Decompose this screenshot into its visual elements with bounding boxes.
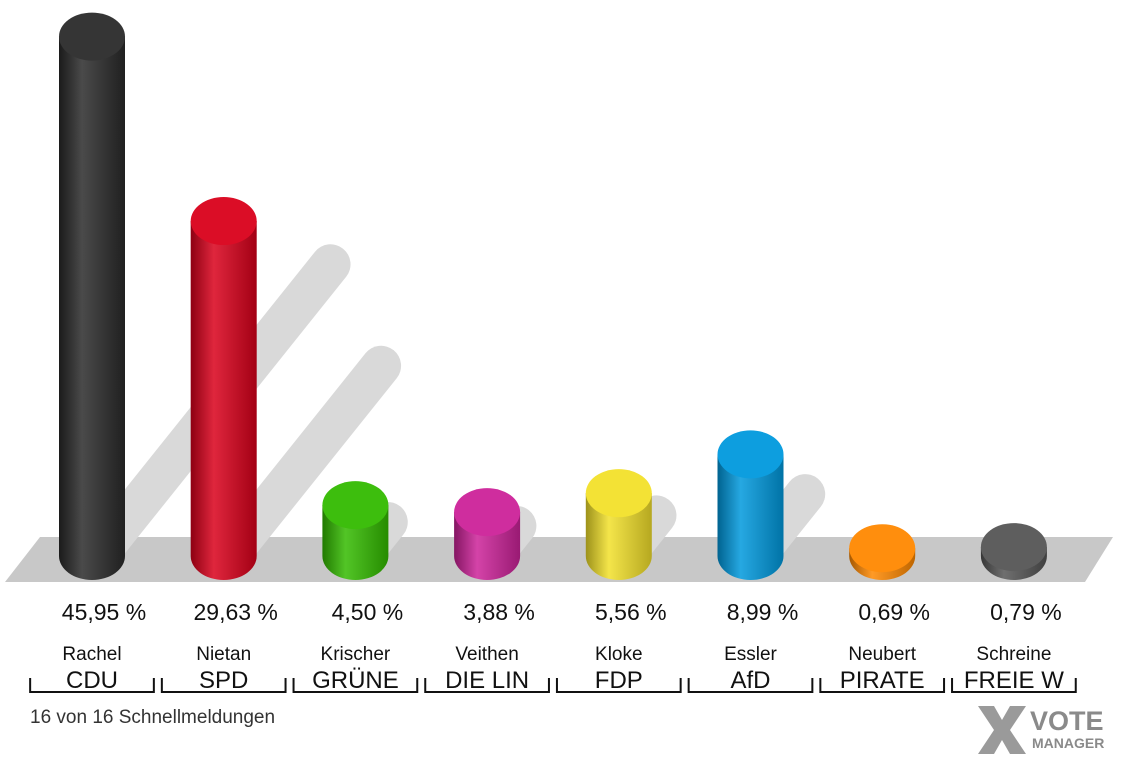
- candidate-label: Neubert: [848, 644, 916, 665]
- value-label: 5,56 %: [595, 599, 667, 625]
- vote-manager-logo: VOTE MANAGER: [978, 706, 1104, 754]
- bar-top: [59, 12, 125, 61]
- party-bracket: [555, 678, 682, 693]
- party-bracket: [951, 678, 1077, 693]
- value-label: 29,63 %: [193, 599, 277, 625]
- value-label: 8,99 %: [727, 599, 799, 625]
- bar-cdu: [59, 36, 125, 581]
- party-label: CDU: [66, 667, 118, 694]
- candidate-label: Nietan: [196, 644, 251, 665]
- logo-line1: VOTE: [1030, 706, 1104, 736]
- candidate-label: Schreine: [976, 644, 1051, 665]
- value-label: 45,95 %: [62, 599, 146, 625]
- bar-top: [190, 197, 257, 246]
- bar-shadow: [213, 345, 402, 570]
- bar-afd: [717, 454, 784, 580]
- party-bracket: [424, 678, 550, 693]
- value-label: 3,88 %: [463, 599, 535, 625]
- party-bracket: [160, 678, 287, 693]
- party-bracket: [819, 678, 946, 693]
- candidate-label: Krischer: [321, 644, 391, 665]
- party-bracket: [687, 678, 814, 693]
- bar-top: [849, 524, 916, 573]
- logo-x-mark: [978, 706, 1026, 754]
- candidate-label: Kloke: [595, 644, 643, 665]
- bar-top: [454, 488, 521, 537]
- party-bracket: [292, 678, 419, 693]
- value-label: 4,50 %: [332, 599, 404, 625]
- party-label: DIE LIN: [445, 667, 529, 694]
- bar-top: [585, 469, 652, 518]
- status-text: 16 von 16 Schnellmeldungen: [30, 707, 276, 728]
- party-label: SPD: [199, 667, 248, 694]
- bar-top: [980, 523, 1047, 572]
- logo-line2: MANAGER: [1032, 735, 1104, 751]
- value-label: 0,79 %: [990, 599, 1062, 625]
- value-label: 0,69 %: [858, 599, 930, 625]
- candidate-label: Veithen: [455, 644, 518, 665]
- party-label: AfD: [730, 667, 770, 694]
- bar-top: [717, 430, 784, 479]
- party-bracket: [29, 678, 155, 693]
- party-label: FREIE W: [964, 667, 1064, 694]
- bar-top: [322, 481, 389, 530]
- bar-fdp: [585, 493, 652, 580]
- party-label: GRÜNE: [312, 667, 399, 694]
- candidate-label: Rachel: [62, 644, 121, 665]
- party-label: FDP: [595, 667, 643, 694]
- candidate-label: Essler: [724, 644, 777, 665]
- floor-shadow: [5, 537, 1113, 582]
- party-label: PIRATE: [840, 667, 925, 694]
- bar-spd: [190, 221, 257, 580]
